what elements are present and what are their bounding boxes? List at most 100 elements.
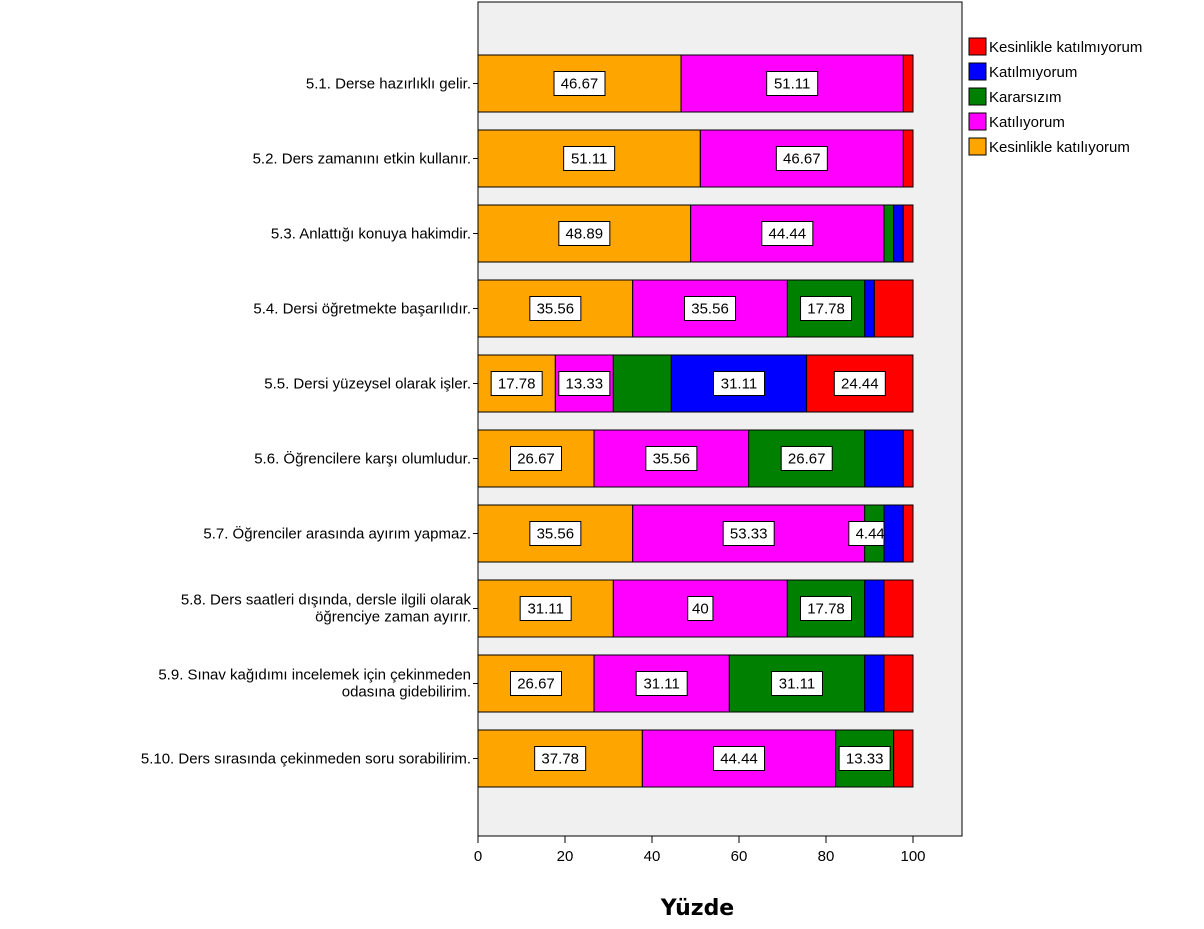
bar-segment xyxy=(873,279,914,338)
data-label-box xyxy=(635,671,688,696)
data-label-box xyxy=(766,71,819,96)
data-label: 31.11 xyxy=(779,676,815,693)
data-label: 46.67 xyxy=(783,151,821,168)
x-tick-label: 40 xyxy=(644,848,661,865)
data-label: 35.56 xyxy=(537,301,575,318)
bar-segment xyxy=(902,429,914,488)
data-label: 26.67 xyxy=(517,451,555,468)
legend-label: Kesinlikle katılmıyorum xyxy=(989,39,1142,56)
category-label: 5.4. Dersi öğretmekte başarılıdır. xyxy=(253,301,471,318)
data-label: 17.78 xyxy=(498,376,536,393)
x-tick-label: 0 xyxy=(474,848,482,865)
data-label-box xyxy=(534,746,587,771)
data-label: 44.44 xyxy=(720,751,758,768)
bar-segment xyxy=(864,279,875,338)
data-label-box xyxy=(519,596,572,621)
category-label: 5.6. Öğrencilere karşı olumludur. xyxy=(254,450,471,468)
bar-segment xyxy=(864,654,885,713)
data-label: 26.67 xyxy=(517,676,555,693)
category-label: 5.2. Ders zamanını etkin kullanır. xyxy=(253,151,471,168)
category-label: 5.5. Dersi yüzeysel olarak işler. xyxy=(264,376,471,393)
bar-row-4: 35.56 35.56 17.78 xyxy=(477,279,914,338)
data-label: 37.78 xyxy=(541,751,579,768)
bar-row-8: 31.11 40 17.78 xyxy=(477,579,914,638)
category-labels: 5.1. Derse hazırlıklı gelir. 5.2. Ders za… xyxy=(141,76,478,768)
data-label: 31.11 xyxy=(527,601,563,618)
data-label-box xyxy=(800,596,852,621)
data-label-box xyxy=(645,446,698,471)
data-label: 35.56 xyxy=(691,301,729,318)
legend-label: Katılmıyorum xyxy=(989,64,1077,81)
category-label: 5.10. Ders sırasında çekinmeden soru sor… xyxy=(141,751,471,768)
category-label: 5.8. Ders saatleri dışında, dersle ilgil… xyxy=(181,592,472,626)
data-label: 13.33 xyxy=(566,376,604,393)
data-label: 44.44 xyxy=(769,226,807,243)
legend-label: Kararsızım xyxy=(989,89,1062,106)
x-axis-title: Yüzde xyxy=(660,896,734,921)
category-label: 5.3. Anlattığı konuya hakimdir. xyxy=(271,226,471,243)
data-label-box xyxy=(713,746,765,771)
data-label-box xyxy=(833,371,886,396)
legend: Kesinlikle katılmıyorum Katılmıyorum Karar… xyxy=(968,37,1142,156)
data-label: 35.56 xyxy=(653,451,691,468)
legend-swatch xyxy=(968,62,987,81)
category-label: 5.1. Derse hazırlıklı gelir. xyxy=(306,76,471,93)
bar-segment xyxy=(864,429,904,488)
bar-row-6: 26.67 35.56 26.67 xyxy=(477,429,914,488)
data-label: 40 xyxy=(692,601,709,618)
data-label: 31.11 xyxy=(721,376,757,393)
data-label: 46.67 xyxy=(561,76,599,93)
data-label: 13.33 xyxy=(846,751,884,768)
x-tick-label: 60 xyxy=(731,848,748,865)
legend-swatch xyxy=(968,87,987,106)
data-label: 17.78 xyxy=(807,601,845,618)
data-label-box xyxy=(558,221,611,246)
bar-segment xyxy=(902,504,914,563)
bar-segment xyxy=(883,204,895,263)
bar-row-3: 48.89 44.44 xyxy=(477,204,914,263)
data-label-box xyxy=(529,296,582,321)
data-label-box xyxy=(553,71,606,96)
x-tick-label: 80 xyxy=(818,848,835,865)
bar-segment xyxy=(864,579,885,638)
bar-segment xyxy=(902,54,914,113)
data-label: 51.11 xyxy=(774,76,810,93)
data-label-box xyxy=(684,296,737,321)
data-label-box xyxy=(771,671,824,696)
data-label-box xyxy=(761,221,814,246)
legend-swatch xyxy=(968,137,987,156)
legend-label: Katılıyorum xyxy=(989,114,1065,131)
data-label: 31.11 xyxy=(643,676,679,693)
data-label: 17.78 xyxy=(807,301,845,318)
category-label: 5.9. Sınav kağıdımı incelemek için çekin… xyxy=(158,667,471,701)
data-label-box xyxy=(687,596,714,621)
legend-label: Kesinlikle katılıyorum xyxy=(989,139,1130,156)
bar-row-9: 26.67 31.11 31.11 xyxy=(477,654,914,713)
bar-segment xyxy=(883,579,914,638)
data-label: 51.11 xyxy=(571,151,607,168)
bar-segment xyxy=(670,354,808,413)
data-label: 24.44 xyxy=(841,376,879,393)
data-label-box xyxy=(775,146,828,171)
data-label-box xyxy=(510,446,563,471)
legend-swatch xyxy=(968,37,987,56)
bar-row-1: 46.67 51.11 xyxy=(477,54,914,113)
data-label: 35.56 xyxy=(537,526,575,543)
data-label-box xyxy=(490,371,543,396)
x-axis: 0 20 40 60 80 100 xyxy=(474,836,926,865)
data-label-box xyxy=(558,371,611,396)
category-label: 5.7. Öğrenciler arasında ayırım yapmaz. xyxy=(203,525,471,543)
data-label: 53.33 xyxy=(730,526,768,543)
bar-segment xyxy=(883,654,914,713)
bar-segment xyxy=(612,354,672,413)
bar-row-2: 51.11 46.67 xyxy=(477,129,914,188)
bar-row-7: 35.56 53.33 4.444 xyxy=(477,504,914,563)
data-label: 48.89 xyxy=(566,226,604,243)
data-label-box xyxy=(838,746,891,771)
bar-row-5: 17.78 13.33 31.11 24.44 xyxy=(477,354,914,413)
data-label: 26.67 xyxy=(788,451,826,468)
data-label-box xyxy=(780,446,833,471)
bar-segment xyxy=(893,729,914,788)
